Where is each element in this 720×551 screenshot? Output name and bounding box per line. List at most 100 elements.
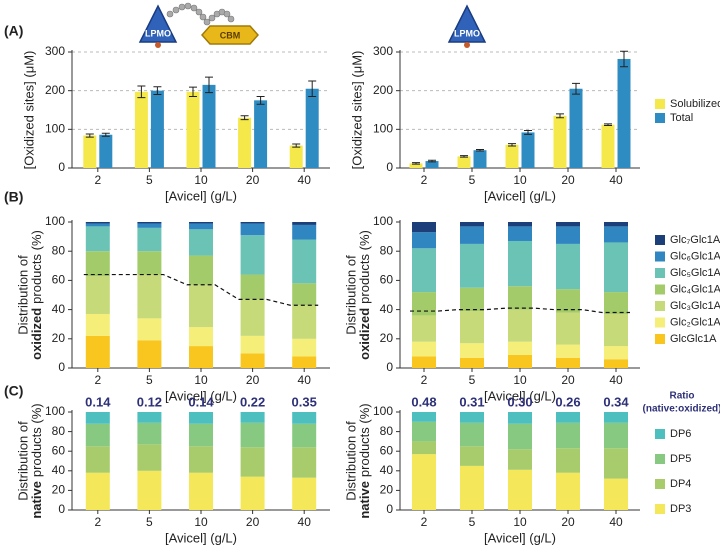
y-tick-label: 80	[52, 424, 66, 438]
error-bar	[137, 85, 146, 99]
bar-segment	[604, 242, 628, 293]
bar-segment	[556, 422, 580, 449]
x-tick-label: 40	[609, 373, 623, 387]
bar-segment	[85, 222, 110, 224]
bar-segment	[412, 356, 436, 368]
bar-segment	[508, 449, 532, 470]
y-tick-label: 100	[45, 214, 65, 228]
trend-line	[83, 273, 319, 306]
bar-segment	[240, 222, 265, 224]
y-axis-label-part: products (%)	[29, 230, 44, 304]
y-tick-label: 300	[45, 44, 65, 58]
bar	[238, 117, 252, 168]
bar-segment	[460, 343, 484, 358]
bar-segment	[137, 251, 162, 275]
bar-segment	[412, 454, 436, 510]
bar-segment	[556, 472, 580, 510]
legend-swatch	[655, 317, 665, 328]
bar-segment	[292, 239, 317, 284]
bar-segment	[460, 222, 484, 227]
bar-segment	[292, 423, 317, 448]
bar-segment	[508, 222, 532, 227]
bar	[150, 90, 164, 168]
bar-segment	[85, 335, 110, 368]
y-tick-label: 80	[52, 243, 66, 257]
bar-segment	[556, 357, 580, 368]
y-axis-label: [Oxidized sites] (μM)	[21, 51, 36, 170]
bar-segment	[137, 340, 162, 368]
bar-segment	[412, 315, 436, 342]
ratio-label: 0.31	[459, 394, 484, 409]
bar-segment	[137, 318, 162, 341]
bar	[99, 134, 113, 168]
x-tick-label: 20	[561, 515, 575, 529]
bar	[553, 115, 567, 168]
bar-segment	[460, 412, 484, 423]
x-tick-label: 5	[469, 515, 476, 529]
legend-swatch	[655, 429, 665, 439]
x-tick-label: 20	[246, 173, 260, 187]
legend-label: Glc₅Glc1A	[670, 267, 720, 279]
bar	[457, 156, 471, 168]
bar-segment	[85, 446, 110, 473]
bar-segment	[240, 335, 265, 354]
error-bar	[572, 82, 580, 95]
bar	[569, 88, 583, 168]
legend-label: Glc₃Glc1A	[670, 300, 720, 312]
bar-segment	[460, 446, 484, 466]
bar-segment	[508, 469, 532, 510]
y-tick-label: 100	[373, 122, 393, 136]
bar-segment	[240, 223, 265, 236]
legend-label: DP3	[670, 503, 691, 515]
error-bar	[604, 123, 612, 126]
ratio-label: 0.30	[507, 394, 532, 409]
legend-label: Glc₇Glc1A	[670, 234, 720, 246]
bar-segment	[556, 222, 580, 227]
bar-segment	[85, 223, 110, 227]
bar-segment	[460, 311, 484, 344]
bar-segment	[508, 412, 532, 424]
bar-segment	[604, 346, 628, 360]
bar	[617, 58, 631, 168]
bar	[202, 84, 216, 168]
bar-segment	[412, 421, 436, 442]
x-tick-label: 5	[146, 515, 153, 529]
error-bar	[153, 86, 162, 96]
error-bar	[620, 50, 628, 68]
bar-segment	[508, 226, 532, 241]
y-tick-label: 100	[45, 404, 65, 418]
error-bar	[308, 80, 317, 97]
legend-label: Glc₂Glc1A	[670, 316, 720, 328]
x-tick-label: 40	[298, 373, 312, 387]
bar-segment	[240, 274, 265, 300]
legend-swatch	[655, 235, 665, 245]
y-axis-label-bold: native	[357, 481, 372, 519]
legend-swatch	[655, 99, 665, 109]
x-axis-label: [Avicel] (g/L)	[484, 188, 556, 203]
y-tick-label: 20	[380, 331, 394, 345]
bar-segment	[137, 422, 162, 445]
bar-segment	[292, 305, 317, 339]
x-tick-label: 2	[421, 173, 428, 187]
bar-segment	[137, 444, 162, 471]
x-axis-label: [Avicel] (g/L)	[165, 188, 237, 203]
bar	[505, 144, 519, 168]
ratio-label: 0.48	[411, 394, 436, 409]
y-axis-label-bold: oxidized	[29, 308, 44, 360]
ratio-title: Ratio	[670, 391, 695, 402]
bar-segment	[137, 222, 162, 224]
y-tick-label: 60	[380, 273, 394, 287]
y-tick-label: 40	[380, 302, 394, 316]
bar-segment	[292, 283, 317, 306]
bar-segment	[292, 224, 317, 240]
bar-segment	[85, 412, 110, 424]
bar-segment	[240, 476, 265, 510]
x-tick-label: 10	[513, 373, 527, 387]
icon-lpmo-cbm	[138, 2, 487, 48]
bar	[473, 150, 487, 168]
bar-segment	[604, 222, 628, 227]
x-tick-label: 20	[561, 373, 575, 387]
error-bar	[524, 129, 532, 135]
y-axis-label: native products (%)	[357, 403, 372, 518]
x-tick-label: 2	[94, 373, 101, 387]
